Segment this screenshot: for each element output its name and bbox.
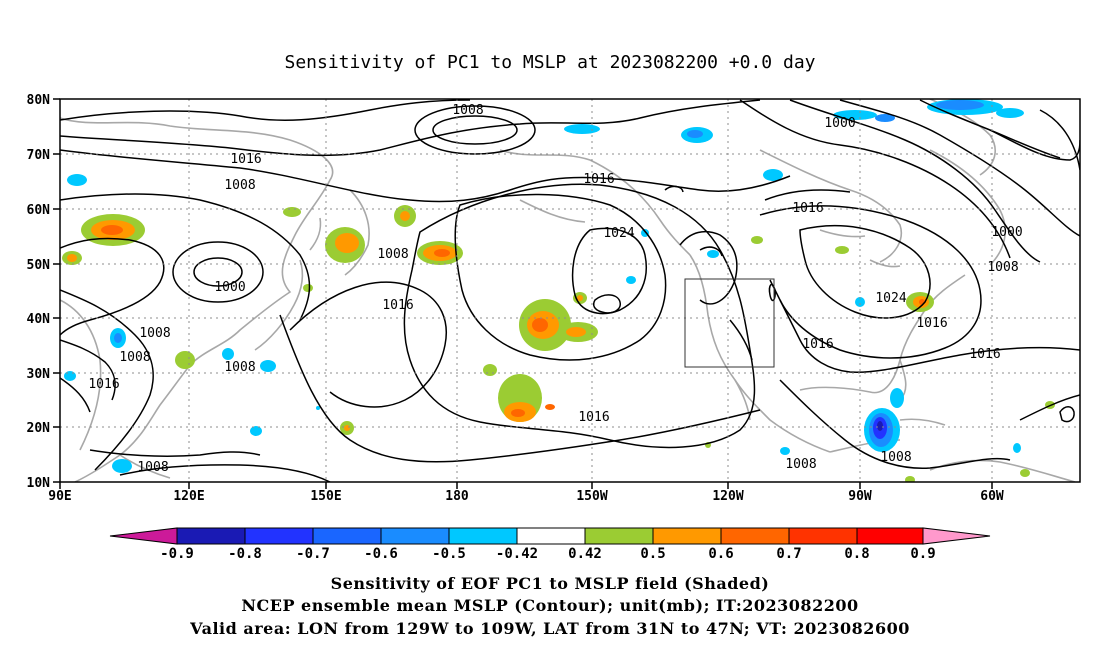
map-title: Sensitivity of PC1 to MSLP at 2023082200… bbox=[284, 52, 815, 73]
contour-label: 1008 bbox=[880, 450, 911, 465]
contour-label: 1016 bbox=[583, 172, 614, 187]
colorbar-segment bbox=[312, 527, 382, 545]
lon-label: 180 bbox=[445, 489, 469, 504]
contour-label: 1008 bbox=[224, 360, 255, 375]
lat-label: 50N bbox=[27, 258, 51, 273]
colorbar-arrow-left bbox=[109, 527, 178, 545]
colorbar-label: -0.5 bbox=[432, 546, 466, 562]
map-panel: 1008 1016 1008 1000 1008 1008 1016 1008 … bbox=[27, 93, 1081, 504]
colorbar-label: 0.42 bbox=[568, 546, 602, 562]
caption-valid-area: Valid area: LON from 129W to 109W, LAT f… bbox=[189, 619, 910, 638]
colorbar-segment bbox=[448, 527, 518, 545]
colorbar-label: 0.6 bbox=[708, 546, 733, 562]
colorbar-segment bbox=[244, 527, 314, 545]
contour-label: 1000 bbox=[214, 280, 245, 295]
contour-label: 1016 bbox=[792, 201, 823, 216]
contour-label: 1008 bbox=[224, 178, 255, 193]
lon-label: 120E bbox=[173, 489, 204, 504]
lat-label: 60N bbox=[27, 203, 51, 218]
lat-label: 70N bbox=[27, 148, 51, 163]
contour-label: 1008 bbox=[137, 460, 168, 475]
caption-contour: NCEP ensemble mean MSLP (Contour); unit(… bbox=[241, 596, 858, 615]
contour-label: 1016 bbox=[230, 152, 261, 167]
colorbar-segment bbox=[380, 527, 450, 545]
colorbar-segment bbox=[652, 527, 722, 545]
contour-label: 1000 bbox=[824, 116, 855, 131]
colorbar-segment bbox=[856, 527, 924, 545]
lat-lon-grid bbox=[60, 99, 1080, 482]
colorbar-label: 0.8 bbox=[844, 546, 869, 562]
lon-label: 60W bbox=[980, 489, 1004, 504]
colorbar-segment bbox=[788, 527, 858, 545]
contour-labels: 1008 1016 1008 1000 1008 1008 1016 1008 … bbox=[88, 103, 1022, 475]
contour-label: 1008 bbox=[119, 350, 150, 365]
colorbar-labels: -0.9 -0.8 -0.7 -0.6 -0.5 -0.42 0.42 0.5 … bbox=[160, 546, 936, 562]
colorbar-label: 0.7 bbox=[776, 546, 801, 562]
colorbar-label: 0.5 bbox=[640, 546, 665, 562]
colorbar-label: -0.9 bbox=[160, 546, 194, 562]
lon-label: 90E bbox=[48, 489, 71, 504]
colorbar-segment bbox=[516, 527, 586, 545]
lat-label: 40N bbox=[27, 312, 51, 327]
caption-shading: Sensitivity of EOF PC1 to MSLP field (Sh… bbox=[331, 574, 770, 593]
lon-label: 150E bbox=[310, 489, 341, 504]
axis-ticks bbox=[53, 98, 993, 489]
lon-label: 90W bbox=[848, 489, 872, 504]
colorbar-label: -0.8 bbox=[228, 546, 262, 562]
contour-label: 1008 bbox=[785, 457, 816, 472]
lat-label: 80N bbox=[27, 93, 51, 108]
contour-label: 1008 bbox=[987, 260, 1018, 275]
coastlines bbox=[60, 99, 1076, 482]
contour-label: 1008 bbox=[377, 247, 408, 262]
colorbar-label: -0.42 bbox=[496, 546, 538, 562]
lon-label: 120W bbox=[712, 489, 743, 504]
lon-label: 150W bbox=[576, 489, 607, 504]
lat-label: 10N bbox=[27, 476, 51, 491]
contour-label: 1000 bbox=[991, 225, 1022, 240]
colorbar: -0.9 -0.8 -0.7 -0.6 -0.5 -0.42 0.42 0.5 … bbox=[109, 527, 991, 562]
contour-label: 1016 bbox=[382, 298, 413, 313]
mslp-contours bbox=[60, 99, 1080, 482]
contour-label: 1016 bbox=[88, 377, 119, 392]
lat-label: 20N bbox=[27, 421, 51, 436]
contour-label: 1008 bbox=[139, 326, 170, 341]
colorbar-segment bbox=[584, 527, 654, 545]
contour-label: 1016 bbox=[969, 347, 1000, 362]
map-frame bbox=[59, 98, 1081, 483]
colorbar-segment bbox=[720, 527, 790, 545]
colorbar-label: 0.9 bbox=[910, 546, 935, 562]
sensitivity-shading bbox=[62, 99, 1055, 482]
contour-label: 1024 bbox=[875, 291, 906, 306]
contour-label: 1008 bbox=[452, 103, 483, 118]
contour-label: 1016 bbox=[578, 410, 609, 425]
contour-label: 1024 bbox=[603, 226, 634, 241]
captions: Sensitivity of EOF PC1 to MSLP field (Sh… bbox=[189, 574, 910, 638]
valid-area-box bbox=[684, 278, 775, 368]
contour-label: 1016 bbox=[802, 337, 833, 352]
longitude-labels: 90E 120E 150E 180 150W 120W 90W 60W bbox=[48, 489, 1004, 504]
colorbar-segment bbox=[176, 527, 246, 545]
colorbar-label: -0.7 bbox=[296, 546, 330, 562]
lat-label: 30N bbox=[27, 367, 51, 382]
colorbar-label: -0.6 bbox=[364, 546, 398, 562]
colorbar-arrow-right bbox=[922, 527, 991, 545]
contour-label: 1016 bbox=[916, 316, 947, 331]
latitude-labels: 80N 70N 60N 50N 40N 30N 20N 10N bbox=[27, 93, 51, 491]
